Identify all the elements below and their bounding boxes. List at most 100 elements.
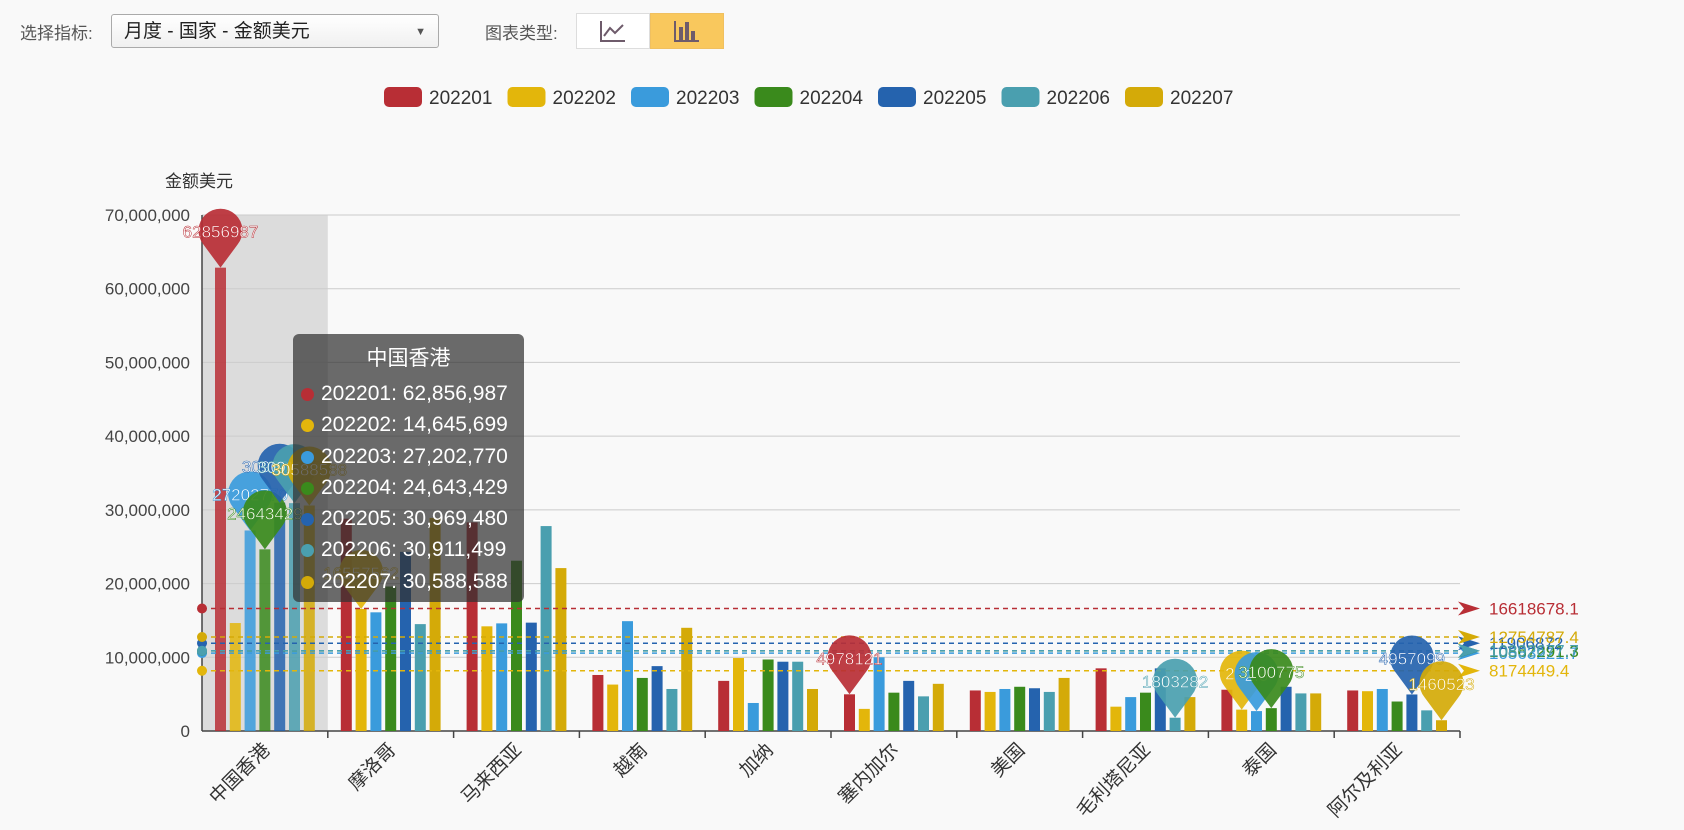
tooltip-value: 202203: 27,202,770 <box>321 444 508 468</box>
metric-select[interactable]: 月度 - 国家 - 金额美元 ▼ <box>111 14 439 48</box>
legend-label-202201: 202201 <box>429 88 492 109</box>
x-category-label: 阿尔及利亚 <box>1324 739 1407 822</box>
average-line-arrow <box>1458 643 1480 658</box>
legend-swatch-202206 <box>1001 87 1040 107</box>
average-value-label: 8174449.4 <box>1489 662 1569 681</box>
tooltip-dot <box>301 450 314 464</box>
bar-202205 <box>1406 694 1418 731</box>
legend-swatch-202205 <box>878 87 916 107</box>
y-tick-label: 20,000,000 <box>105 575 190 594</box>
average-value-label: 10563221.7 <box>1489 644 1579 663</box>
metric-label: 选择指标: <box>20 24 93 43</box>
tooltip-title: 中国香港 <box>366 347 451 370</box>
bar-202207 <box>807 688 818 731</box>
x-category-label: 越南 <box>609 739 651 781</box>
bar-202206 <box>792 661 804 731</box>
tooltip-row: 202201: 62,856,987 <box>301 378 524 409</box>
bar-202206 <box>414 624 426 731</box>
bar-202204 <box>1140 692 1151 731</box>
legend-swatch-202202 <box>507 87 546 107</box>
average-line-start <box>197 631 207 642</box>
legend-label-202202: 202202 <box>553 88 616 109</box>
x-category-label: 加纳 <box>735 739 777 781</box>
x-category-label: 马来西亚 <box>457 739 526 808</box>
bar-202205 <box>1280 686 1292 731</box>
bar-chart-button[interactable] <box>650 13 724 49</box>
bar-202202 <box>607 684 619 731</box>
bar-202201 <box>969 690 981 731</box>
bar-chart: 0 10,000,000 20,000,000 30,000,000 40,000,00… <box>105 87 1579 822</box>
average-line-start <box>197 603 207 614</box>
tooltip-value: 202202: 14,645,699 <box>321 413 508 437</box>
bar-202205 <box>903 680 915 731</box>
legend-label-202207: 202207 <box>1170 88 1233 109</box>
y-tick-label: 70,000,000 <box>105 206 190 225</box>
bar-202206 <box>289 503 300 731</box>
bar-202202 <box>733 658 744 731</box>
bar-202205 <box>651 666 663 731</box>
bar-202202 <box>1236 709 1248 731</box>
bar-202206 <box>1169 717 1181 731</box>
bar-202203 <box>999 688 1011 731</box>
bar-202204 <box>636 677 648 731</box>
y-axis-title: 金额美元 <box>165 172 233 191</box>
bar-202201 <box>1095 668 1107 731</box>
tooltip-value: 202205: 30,969,480 <box>321 507 508 531</box>
tooltip-dot <box>301 513 314 527</box>
legend-swatch-202204 <box>754 87 793 107</box>
tooltip-value: 202201: 62,856,987 <box>321 382 508 405</box>
bar-202203 <box>1125 697 1137 731</box>
legend-label-202205: 202205 <box>923 88 986 109</box>
tooltip-row: 202202: 14,645,699 <box>301 409 524 440</box>
average-value-label: 10867291.3 <box>1489 642 1579 661</box>
bar-202204 <box>511 560 522 731</box>
bar-202204 <box>1391 701 1403 731</box>
line-chart-button[interactable] <box>576 13 650 49</box>
bar-202205 <box>1029 688 1040 731</box>
tooltip-value: 202206: 30,911,499 <box>321 538 507 562</box>
min-marker-202206-pin <box>1153 658 1198 718</box>
x-category-label: 中国香港 <box>205 739 274 808</box>
tooltip-row: 202205: 30,969,480 <box>301 503 524 534</box>
min-marker-202207-label: 1460523 <box>1408 675 1474 694</box>
min-marker-202205-pin <box>1389 635 1434 695</box>
legend-swatch-202207 <box>1125 87 1163 107</box>
bar-202204 <box>762 659 774 731</box>
bar-202206 <box>1421 710 1433 731</box>
bar-202202 <box>481 626 493 731</box>
toolbar: 选择指标: 月度 - 国家 - 金额美元 ▼ 图表类型: <box>0 0 1684 70</box>
min-marker-202204-pin <box>1249 649 1294 709</box>
min-marker-202201-label: 4978121 <box>816 649 882 668</box>
x-category-label: 毛利塔尼亚 <box>1072 739 1155 822</box>
bar-202202 <box>858 708 870 731</box>
bar-202205 <box>274 502 286 731</box>
y-tick-label: 40,000,000 <box>105 427 190 446</box>
min-marker-202205-label: 4957099 <box>1379 649 1445 668</box>
bar-202203 <box>496 623 508 731</box>
bar-202205 <box>400 551 411 731</box>
average-line-start <box>197 645 207 656</box>
legend-swatch-202203 <box>631 87 669 107</box>
bar-202206 <box>666 688 678 731</box>
bar-chart-icon <box>674 21 699 42</box>
tooltip-value: 202204: 24,643,429 <box>321 475 508 499</box>
bar-202201 <box>592 674 604 731</box>
y-tick-label: 60,000,000 <box>105 280 190 299</box>
bar-202203 <box>244 530 256 731</box>
bar-202203 <box>747 702 759 731</box>
x-category-label: 泰国 <box>1238 739 1280 781</box>
tooltip-dot <box>301 419 314 433</box>
y-tick-label: 10,000,000 <box>105 648 190 667</box>
tooltip-row: 202203: 27,202,770 <box>301 441 524 472</box>
bar-202201 <box>718 680 730 731</box>
bar-202207 <box>1184 697 1196 731</box>
bar-202202 <box>1110 706 1122 731</box>
bar-202201 <box>1221 689 1233 731</box>
metric-select-value: 月度 - 国家 - 金额美元 <box>124 21 310 42</box>
y-tick-label: 0 <box>181 722 190 741</box>
legend-swatch-202201 <box>384 87 422 107</box>
bar-202201 <box>340 518 352 731</box>
bar-202202 <box>1362 691 1373 731</box>
average-line-arrow <box>1458 663 1480 678</box>
bar-202202 <box>355 608 367 731</box>
